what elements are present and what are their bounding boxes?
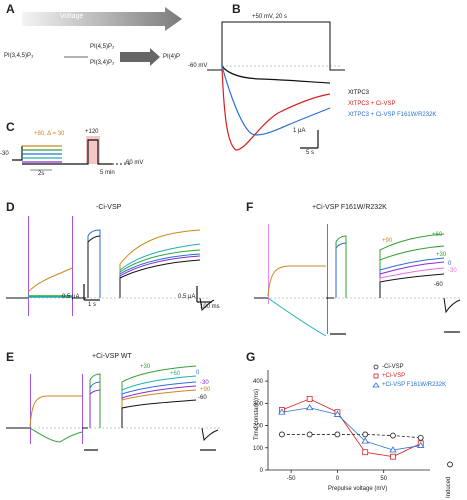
g-point xyxy=(333,410,342,417)
f-trace-label-4: -30 xyxy=(448,268,457,274)
g-point xyxy=(389,446,397,453)
f-trace-label-5: -60 xyxy=(434,282,443,288)
g-point xyxy=(334,431,341,438)
g-induced-label: Induced xyxy=(446,476,452,498)
g-legend-marker xyxy=(373,373,379,379)
g-x-tick-label: -50 xyxy=(287,476,296,482)
d-time-right: 100 ms xyxy=(200,304,220,310)
d-time-left: 1 s xyxy=(88,302,97,308)
panel-f-traces xyxy=(254,224,461,337)
g-legend-marker xyxy=(372,382,380,388)
g-point xyxy=(278,431,285,438)
g-y-tick-label: 0 xyxy=(260,468,264,474)
e-trace-label-1: +60 xyxy=(170,371,181,377)
panel-c-protocol xyxy=(12,136,130,171)
g-marks xyxy=(278,364,453,468)
f-trace-label-1: +60 xyxy=(432,232,443,238)
g-legend-2: +Ci-VSP F161W/R232K xyxy=(382,382,447,388)
legend-ci-vsp-mutant: XtTPC3 + Ci-VSP F161W/R232K xyxy=(348,112,437,118)
voltage-label: Voltage xyxy=(60,13,84,20)
legend-xttpc3: XtTPC3 xyxy=(348,90,370,96)
g-y-tick-label: 100 xyxy=(253,446,264,452)
panel-label-g: G xyxy=(246,350,256,364)
g-xlabel: Prepulse voltage (mV) xyxy=(328,486,388,492)
pi45p2-label: PI(4,5)P₂ xyxy=(90,44,115,50)
g-point xyxy=(417,434,424,441)
g-point xyxy=(390,453,396,460)
d-scale-left: 0.5 μA xyxy=(62,294,80,300)
g-point xyxy=(362,431,369,438)
panel-label-f: F xyxy=(246,200,254,214)
g-y-tick-label: 300 xyxy=(253,401,264,407)
panel-a-graphic xyxy=(22,7,182,66)
e-trace-label-0: +30 xyxy=(140,364,151,370)
d-title: -Ci-VSP xyxy=(96,204,122,211)
g-point xyxy=(306,395,313,402)
e-trace-label-2: 0 xyxy=(196,370,200,376)
g-point xyxy=(390,432,396,439)
panel-d-traces xyxy=(6,216,215,316)
c-test-label: +120 xyxy=(85,129,99,135)
b-holding-label: -60 mV xyxy=(188,63,208,69)
g-ylabel: Time constant (ms) xyxy=(254,388,260,440)
c-prepulse-label: +80, Δ = 30 xyxy=(34,131,65,137)
g-point xyxy=(417,441,425,448)
panel-e-traces xyxy=(6,365,220,451)
panel-label-d: D xyxy=(6,200,15,214)
c-duration-label: 2s xyxy=(38,171,45,177)
f-title: +Ci-VSP F161W/R232K xyxy=(312,204,387,211)
g-series-line xyxy=(281,398,421,458)
arrow-to-pi4p xyxy=(120,48,160,66)
panel-label-a: A xyxy=(6,2,15,16)
c-interval-label: 5 min xyxy=(100,170,115,176)
panel-label-e: E xyxy=(6,350,15,364)
g-y-tick-label: 200 xyxy=(253,424,264,430)
g-axes: 0 100 200 300 400 -50 0 50 xyxy=(253,370,430,482)
e-trace-label-3: -30 xyxy=(200,380,209,386)
d-scale-right: 0.5 μA xyxy=(178,294,196,300)
g-point xyxy=(305,404,314,411)
g-legend-0: -Ci-VSP xyxy=(382,364,404,370)
trace-blue xyxy=(221,65,331,136)
trace-black xyxy=(221,65,331,84)
g-point xyxy=(362,449,369,456)
e-trace-label-4: +90 xyxy=(200,387,211,393)
g-y-tick-label: 400 xyxy=(253,379,264,385)
test-pulse-highlight xyxy=(86,136,100,164)
panel-label-c: C xyxy=(6,120,15,134)
e-title: +Ci-VSP WT xyxy=(92,353,132,360)
f-trace-label-3: 0 xyxy=(448,261,452,267)
c-return-label: -60 mV xyxy=(124,160,144,166)
g-series-line xyxy=(281,434,421,439)
pi34p2-label: PI(3,4)P₂ xyxy=(90,60,115,66)
g-series-line xyxy=(281,407,421,451)
f-trace-label-2: +30 xyxy=(436,252,447,258)
voltage-arrow xyxy=(22,7,182,31)
legend-ci-vsp: XtTPC3 + Ci-VSP xyxy=(348,101,396,107)
e-trace-label-5: -60 xyxy=(198,395,207,401)
g-point xyxy=(306,431,313,438)
panel-b-traces xyxy=(207,21,345,151)
b-step-label: +50 mV, 20 s xyxy=(252,14,287,20)
pip3-label: PI(3,4,5)P₃ xyxy=(4,53,34,59)
voltage-protocol xyxy=(207,21,345,71)
b-scale-time-label: 5 s xyxy=(306,150,315,156)
c-holding-label: -30 xyxy=(0,151,9,157)
g-induced-point xyxy=(447,461,453,468)
g-x-tick-label: 0 xyxy=(336,476,340,482)
f-trace-label-0: +90 xyxy=(382,238,393,244)
g-legend-marker xyxy=(373,364,379,370)
g-x-tick-label: 50 xyxy=(380,476,387,482)
g-point xyxy=(361,437,369,444)
g-point xyxy=(278,408,286,415)
pi4p-label: PI(4)P xyxy=(163,54,181,60)
g-legend-1: +Ci-VSP xyxy=(382,373,406,379)
panel-label-b: B xyxy=(232,2,241,16)
b-scale-current-label: 1 μA xyxy=(293,128,306,134)
trace-red xyxy=(221,65,331,151)
